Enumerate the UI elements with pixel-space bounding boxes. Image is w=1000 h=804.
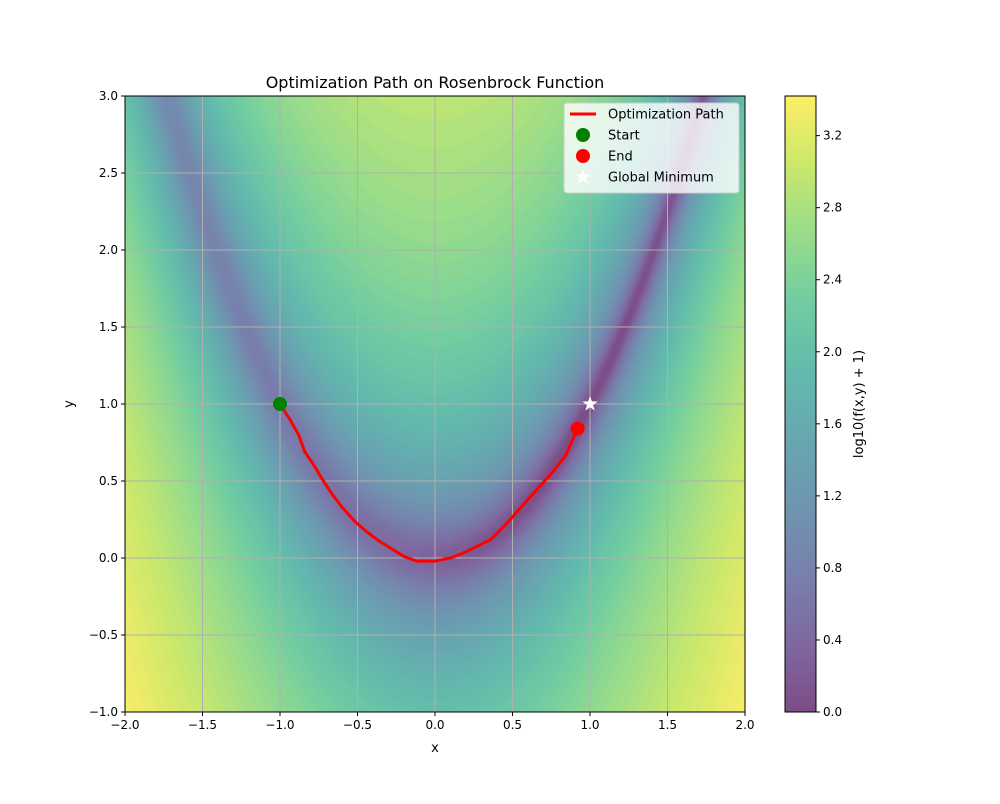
colorbar-tick-label: 0.4 [823,633,842,647]
end-marker [570,421,585,436]
colorbar-tick-label: 3.2 [823,129,842,143]
y-tick-label: 3.0 [99,89,118,103]
x-tick-label: −2.0 [110,718,139,732]
colorbar-tick-label: 2.8 [823,201,842,215]
legend-box [563,102,740,194]
y-axis-label: y [62,400,77,408]
grid [125,96,745,712]
y-tick-label: 0.5 [99,474,118,488]
x-tick-label: 0.0 [425,718,444,732]
y-tick-label: −0.5 [89,628,118,642]
x-tick-label: −0.5 [343,718,372,732]
colorbar-tick-label: 0.0 [823,705,842,719]
x-tick-label: 0.5 [503,718,522,732]
y-tick-label: 2.0 [99,243,118,257]
legend-label-global-minimum: Global Minimum [608,171,714,186]
colorbar-label: log10(f(x,y) + 1) [852,350,867,458]
colorbar-tick-label: 0.8 [823,561,842,575]
colorbar-gradient [785,96,816,712]
legend-swatch-global-minimum [575,169,591,184]
colorbar-tick-label: 2.4 [823,273,842,287]
colorbar-tick-label: 1.2 [823,489,842,503]
legend-swatch-end [576,149,590,163]
x-tick-label: 2.0 [735,718,754,732]
x-tick-label: −1.0 [265,718,294,732]
global-minimum-marker [582,396,598,411]
legend-label-start: Start [608,129,640,144]
legend-label-optimization-path: Optimization Path [608,108,724,123]
y-tick-label: 1.5 [99,320,118,334]
start-marker [273,397,287,411]
legend-label-end: End [608,150,633,165]
series-layer [273,396,598,563]
colorbar-tick-label: 1.6 [823,417,842,431]
y-axis: −1.0 −0.5 0.0 0.5 1.0 1.5 2.0 2.5 3.0 [89,89,125,719]
y-tick-label: −1.0 [89,705,118,719]
optimization-path-line [278,402,580,563]
colorbar-tick-label: 2.0 [823,345,842,359]
legend: Optimization Path Start End Global Minimum [563,102,740,194]
chart-title: Optimization Path on Rosenbrock Function [266,73,605,92]
x-tick-label: 1.5 [658,718,677,732]
colorbar: 0.0 0.4 0.8 1.2 1.6 2.0 2.4 2.8 3.2 log10(f(x,y)… [784,95,867,719]
x-tick-label: 1.0 [580,718,599,732]
colorbar-ticks: 0.0 0.4 0.8 1.2 1.6 2.0 2.4 2.8 3.2 [816,129,842,719]
x-axis: −2.0 −1.5 −1.0 −0.5 0.0 0.5 1.0 1.5 2.0 [110,712,755,732]
y-tick-label: 2.5 [99,166,118,180]
y-tick-label: 1.0 [99,397,118,411]
x-axis-label: x [431,741,439,756]
legend-swatch-start [576,128,590,142]
x-tick-label: −1.5 [188,718,217,732]
y-tick-label: 0.0 [99,551,118,565]
colorbar-frame [784,95,817,713]
